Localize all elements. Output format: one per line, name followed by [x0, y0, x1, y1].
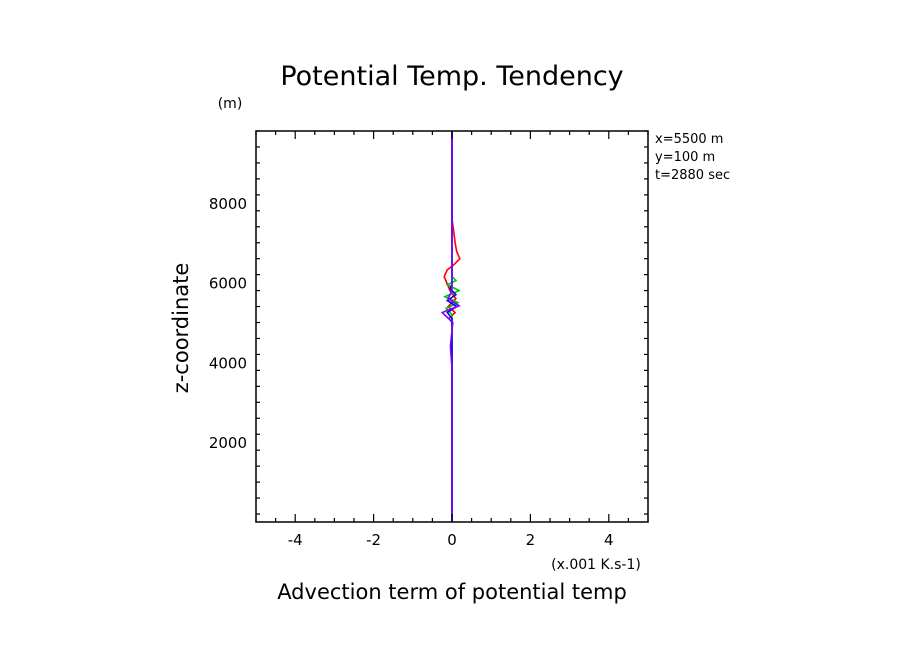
info-line: x=5500 m	[655, 132, 723, 147]
info-line: y=100 m	[655, 150, 715, 165]
y-units-label: (m)	[218, 96, 243, 112]
series-line-4	[440, 131, 461, 522]
y-tick-label: 2000	[209, 434, 247, 452]
y-tick-label: 8000	[209, 195, 247, 213]
series-layer	[440, 131, 461, 522]
x-tick-label: -2	[366, 531, 381, 549]
y-tick-label: 4000	[209, 354, 247, 372]
x-tick-label: 4	[604, 531, 614, 549]
x-tick-label: -4	[288, 531, 303, 549]
x-units-label: (x.001 K.s-1)	[551, 557, 641, 573]
y-axis-label: z-coordinate	[169, 263, 193, 394]
info-line: t=2880 sec	[655, 168, 730, 183]
x-axis-label: Advection term of potential temp	[277, 580, 627, 604]
x-tick-label: 0	[447, 531, 457, 549]
chart-title: Potential Temp. Tendency	[280, 61, 623, 92]
info-block: x=5500 m y=100 m t=2880 sec	[655, 132, 730, 183]
x-tick-label: 2	[526, 531, 536, 549]
axes-layer: -4 -2 0 2 4 2000 4000 6000 8000	[209, 130, 649, 549]
y-tick-label: 6000	[209, 275, 247, 293]
